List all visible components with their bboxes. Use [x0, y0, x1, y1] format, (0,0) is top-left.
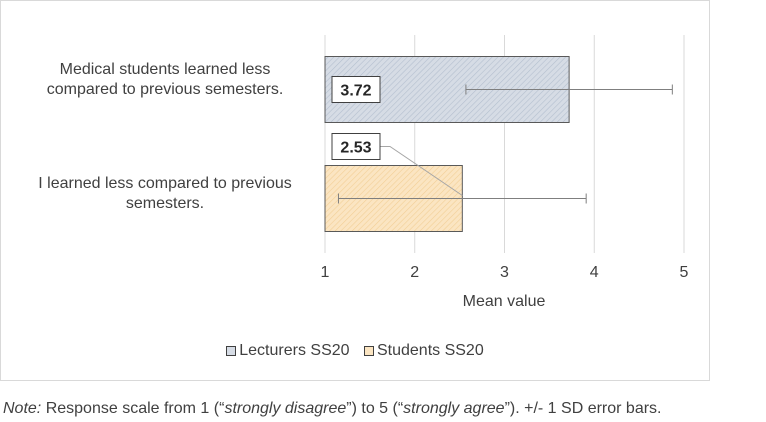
- note-text: Response scale from 1 (“: [41, 400, 225, 417]
- category-label-line: compared to previous semesters.: [46, 81, 284, 98]
- category-label-line: Medical students learned less: [59, 61, 271, 78]
- data-label-leader: [380, 146, 463, 196]
- legend-label-lecturers: Lecturers SS20: [239, 342, 350, 359]
- note-italic-disagree: strongly disagree: [224, 400, 347, 417]
- x-axis-title: Mean value: [463, 293, 546, 310]
- legend-item-students: Students SS20: [363, 342, 484, 360]
- legend-label-students: Students SS20: [376, 342, 484, 359]
- x-tick-label: 1: [321, 264, 330, 281]
- note-text: ”). +/- 1 SD error bars.: [504, 400, 662, 417]
- note-prefix: Note:: [3, 400, 42, 417]
- legend: Lecturers SS20 Students SS20: [0, 342, 710, 361]
- x-tick-label: 5: [680, 264, 689, 281]
- note-text: ”) to 5 (“: [346, 400, 404, 417]
- footnote: Note: Response scale from 1 (“strongly d…: [3, 400, 661, 418]
- category-label-line: semesters.: [125, 195, 205, 212]
- legend-swatch-lecturers: [226, 346, 237, 356]
- data-label-box: [331, 76, 381, 103]
- x-tick-label: 3: [500, 264, 509, 281]
- category-label-line: I learned less compared to previous: [38, 175, 292, 192]
- legend-item-lecturers: Lecturers SS20: [226, 342, 350, 360]
- category-label-lecturers: Medical students learned less compared t…: [10, 60, 320, 100]
- x-tick-label: 4: [590, 264, 599, 281]
- note-italic-agree: strongly agree: [403, 400, 505, 417]
- data-label: 2.53: [340, 140, 371, 157]
- data-label-box: [331, 133, 381, 160]
- data-label: 3.72: [340, 83, 371, 100]
- x-tick-label: 2: [410, 264, 419, 281]
- legend-swatch-students: [363, 346, 374, 356]
- plot-area: 1 2 3 4 5 3.72 2.53 Mean value: [321, 35, 689, 310]
- category-label-students: I learned less compared to previous seme…: [10, 174, 320, 214]
